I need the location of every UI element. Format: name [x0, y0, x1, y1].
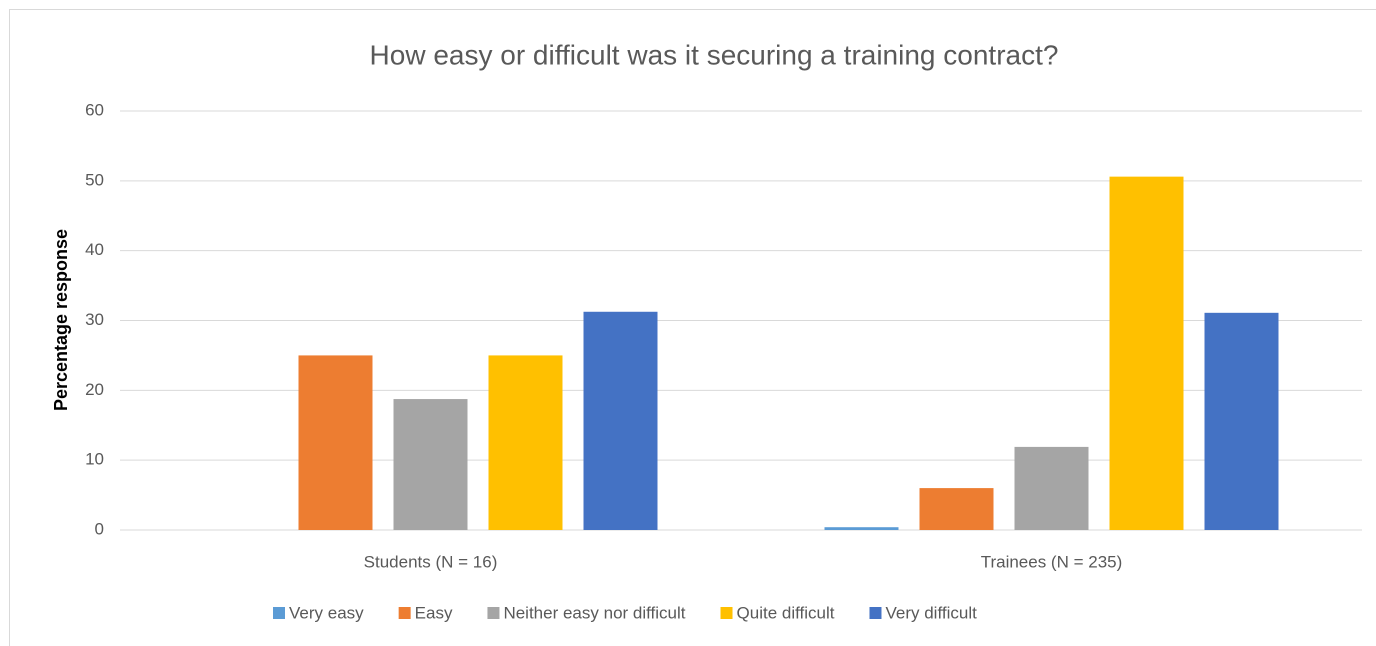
bar	[488, 355, 563, 530]
bar	[298, 355, 373, 530]
bar	[393, 399, 468, 530]
bar	[583, 311, 658, 530]
x-tick-label: Trainees (N = 235)	[981, 552, 1123, 571]
bar	[1109, 176, 1184, 531]
y-tick-label: 40	[85, 240, 104, 259]
legend-label: Quite difficult	[737, 603, 835, 622]
legend-swatch	[273, 607, 285, 619]
chart-title: How easy or difficult was it securing a …	[370, 39, 1059, 70]
x-tick-label: Students (N = 16)	[364, 552, 498, 571]
bar	[1204, 312, 1279, 530]
legend-swatch	[720, 607, 733, 619]
legend-label: Very difficult	[885, 603, 977, 622]
y-tick-label: 20	[85, 380, 104, 399]
y-tick-label: 60	[85, 100, 104, 119]
y-axis-label: Percentage response	[51, 229, 71, 411]
bar	[1014, 446, 1089, 530]
y-tick-label: 10	[85, 450, 104, 469]
y-tick-label: 50	[85, 170, 104, 189]
legend-label: Neither easy nor difficult	[503, 603, 685, 622]
legend-label: Easy	[415, 603, 453, 622]
legend-label: Very easy	[289, 603, 364, 622]
legend-swatch	[869, 607, 882, 619]
legend-swatch	[398, 607, 411, 619]
bar	[919, 488, 994, 530]
legend-swatch	[487, 607, 500, 619]
y-tick-label: 0	[95, 519, 104, 538]
bar	[824, 527, 899, 530]
y-tick-label: 30	[85, 310, 104, 329]
